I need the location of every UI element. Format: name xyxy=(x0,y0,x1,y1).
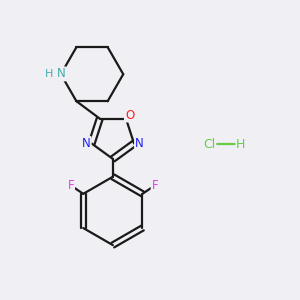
Text: F: F xyxy=(68,179,74,192)
Text: Cl: Cl xyxy=(203,138,216,151)
Text: F: F xyxy=(152,179,158,192)
Text: H: H xyxy=(236,138,245,151)
Text: N: N xyxy=(135,137,144,150)
Text: O: O xyxy=(125,109,134,122)
Text: H: H xyxy=(45,69,54,79)
Text: N: N xyxy=(57,68,65,80)
Text: N: N xyxy=(82,137,91,150)
